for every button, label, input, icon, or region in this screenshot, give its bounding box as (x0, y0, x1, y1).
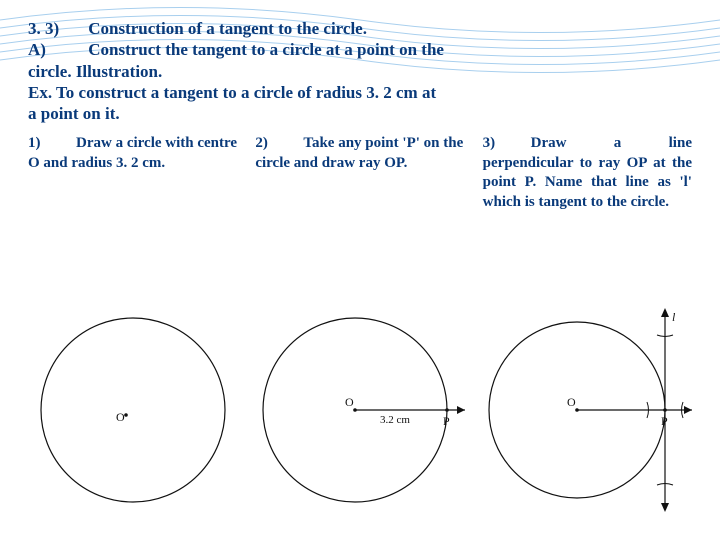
step-3-number: 3) (483, 134, 531, 154)
section-number: 3. 3) (28, 18, 84, 39)
diagrams-row: O O P 3.2 cm O P l (0, 300, 720, 540)
example-text-2: a point on it. (28, 103, 692, 124)
header-block: 3. 3) Construction of a tangent to the c… (28, 18, 692, 124)
d1-center-label: O (116, 410, 125, 424)
example-text-1: Ex. To construct a tangent to a circle o… (28, 82, 692, 103)
d2-point-label: P (443, 414, 450, 428)
d2-center-label: O (345, 395, 354, 409)
steps-row: 1)Draw a circle with centre O and radius… (28, 134, 692, 212)
slide-content: 3. 3) Construction of a tangent to the c… (0, 0, 720, 212)
subsection-number: A) (28, 39, 84, 60)
d3-point-label: P (661, 414, 668, 428)
section-title: Construction of a tangent to the circle. (88, 19, 367, 38)
d3-center-label: O (567, 395, 576, 409)
d2-radius-label: 3.2 cm (380, 414, 410, 426)
subsection-text-2: circle. Illustration. (28, 61, 692, 82)
step-1-number: 1) (28, 134, 76, 154)
step-1: 1)Draw a circle with centre O and radius… (28, 134, 237, 212)
diagram-3: O P l (482, 305, 692, 515)
step-2: 2)Take any point 'P' on the circle and d… (255, 134, 464, 212)
d3-line-label: l (672, 310, 676, 324)
subsection-text-1: Construct the tangent to a circle at a p… (88, 40, 444, 59)
diagram-2: O P 3.2 cm (255, 305, 465, 515)
step-2-number: 2) (255, 134, 303, 154)
diagram-1: O (28, 305, 238, 515)
step-3: 3)Draw a line perpendicular to ray OP at… (483, 134, 692, 212)
